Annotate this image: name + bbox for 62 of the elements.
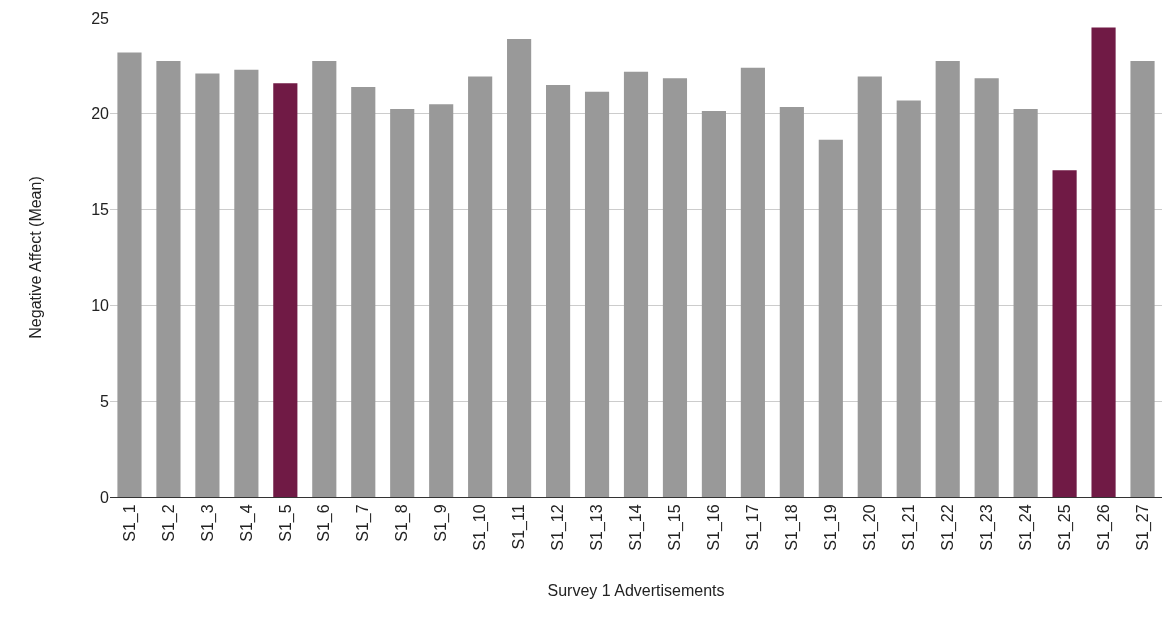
bar bbox=[974, 78, 999, 497]
bar bbox=[1091, 27, 1116, 497]
x-axis-title: Survey 1 Advertisements bbox=[547, 582, 725, 600]
bar bbox=[1013, 109, 1038, 497]
x-tick-label: S1_11 bbox=[510, 504, 529, 550]
x-tick-label: S1_22 bbox=[938, 504, 957, 551]
x-tick-label: S1_21 bbox=[899, 504, 918, 551]
x-tick-label: S1_6 bbox=[315, 504, 334, 542]
x-tick-label: S1_1 bbox=[120, 504, 139, 542]
bar bbox=[234, 69, 259, 497]
bar bbox=[740, 67, 765, 497]
x-tick-label: S1_8 bbox=[393, 504, 412, 542]
y-tick-label: 10 bbox=[91, 297, 110, 314]
bar bbox=[662, 78, 688, 497]
bar bbox=[584, 91, 610, 497]
x-tick-label: S1_9 bbox=[432, 504, 451, 542]
x-tick-label: S1_2 bbox=[159, 504, 178, 542]
bar bbox=[390, 109, 415, 497]
x-tick-label: S1_4 bbox=[237, 504, 256, 542]
bar bbox=[1052, 170, 1077, 497]
x-tick-label: S1_17 bbox=[744, 504, 763, 551]
bar bbox=[546, 85, 571, 497]
x-tick-label: S1_19 bbox=[822, 504, 841, 551]
bar bbox=[156, 61, 181, 497]
bar bbox=[896, 100, 921, 497]
bar bbox=[273, 83, 298, 497]
y-tick-label: 15 bbox=[91, 201, 110, 219]
y-tick-label: 0 bbox=[100, 488, 110, 506]
bar bbox=[818, 139, 843, 497]
x-tick-label: S1_10 bbox=[471, 504, 490, 551]
x-tick-label: S1_20 bbox=[860, 504, 879, 551]
bar bbox=[351, 86, 376, 497]
x-tick-label: S1_7 bbox=[354, 504, 373, 542]
bar bbox=[468, 76, 493, 497]
bar bbox=[779, 107, 804, 497]
y-axis-title: Negative Affect (Mean) bbox=[27, 176, 45, 339]
x-tick-label: S1_18 bbox=[783, 504, 802, 551]
x-tick-label: S1_27 bbox=[1133, 504, 1152, 551]
x-tick-label: S1_12 bbox=[549, 504, 568, 551]
x-tick-label: S1_15 bbox=[666, 504, 685, 551]
x-tick-label: S1_13 bbox=[588, 504, 607, 551]
x-tick-label: S1_26 bbox=[1094, 504, 1113, 551]
bar bbox=[623, 71, 649, 497]
bar bbox=[117, 52, 142, 497]
bar bbox=[857, 76, 882, 497]
x-tick-label: S1_23 bbox=[977, 504, 996, 551]
bar bbox=[935, 61, 960, 497]
bar bbox=[1130, 61, 1155, 497]
x-tick-label: S1_16 bbox=[705, 504, 724, 551]
bar bbox=[507, 39, 532, 497]
x-tick-label: S1_24 bbox=[1016, 504, 1035, 551]
x-tick-label: S1_5 bbox=[276, 504, 295, 542]
y-tick-label: 20 bbox=[91, 105, 110, 123]
bar bbox=[195, 73, 220, 497]
y-tick-label: 25 bbox=[91, 9, 110, 27]
y-tick-label: 5 bbox=[100, 392, 110, 410]
bar bbox=[429, 104, 454, 497]
bar bbox=[312, 61, 337, 497]
x-tick-label: S1_25 bbox=[1055, 504, 1074, 551]
bar bbox=[701, 110, 726, 497]
x-tick-label: S1_14 bbox=[627, 504, 646, 551]
x-tick-label: S1_3 bbox=[198, 504, 217, 542]
